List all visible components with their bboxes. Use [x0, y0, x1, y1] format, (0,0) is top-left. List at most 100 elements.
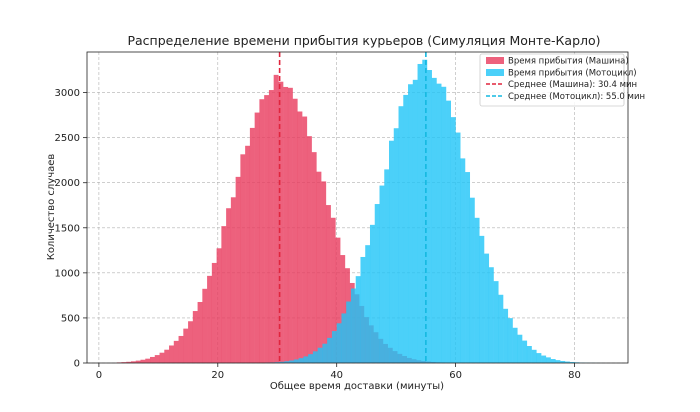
legend: Время прибытия (Машина) Время прибытия (… [480, 54, 645, 106]
histogram-bar-moto [446, 101, 451, 363]
y-tick-label: 0 [74, 359, 80, 370]
histogram-bar-moto [332, 331, 337, 363]
histogram-bar-car [316, 172, 321, 363]
x-tick-label: 0 [96, 370, 102, 381]
histogram-bar-car [297, 111, 302, 363]
histogram-bar-moto [441, 87, 446, 363]
histogram-bar-moto [527, 346, 532, 363]
histogram-bar-moto [294, 359, 299, 363]
histogram-bar-moto [517, 335, 522, 363]
histogram-bar-car [188, 321, 193, 363]
histogram-bar-car [150, 357, 155, 363]
histogram-bar-moto [346, 302, 351, 363]
histogram-bar-moto [375, 204, 380, 363]
histogram-bar-moto [313, 351, 318, 363]
histogram-bar-car [207, 276, 212, 363]
histogram-bar-car [155, 355, 160, 363]
histogram-bar-car [269, 90, 274, 363]
histogram-bar-car [221, 226, 226, 363]
histogram-bar-moto [384, 169, 389, 363]
histogram-bar-moto [356, 276, 361, 363]
histogram-bar-moto [303, 356, 308, 363]
histogram-bar-moto [536, 353, 541, 363]
histogram-bar-car [259, 99, 264, 363]
histogram-bar-car [236, 177, 241, 363]
histogram-bar-moto [541, 356, 546, 363]
histogram-bar-moto [341, 313, 346, 363]
histogram-bar-moto [308, 354, 313, 363]
histogram-bar-car [183, 329, 188, 363]
histogram-bar-car [231, 197, 236, 363]
histogram-bar-moto [299, 358, 304, 363]
legend-label-car-mean: Среднее (Машина): 30.4 мин [508, 80, 637, 90]
histogram-bar-car [164, 350, 169, 363]
histogram-bar-car [212, 263, 217, 363]
histogram-bar-moto [413, 80, 418, 363]
histogram-bar-car [293, 99, 298, 363]
histogram-bar-moto [389, 141, 394, 363]
histogram-bar-moto [551, 359, 556, 363]
histogram-bar-moto [437, 84, 442, 363]
histogram-bar-moto [460, 158, 465, 363]
histogram-bar-moto [351, 289, 356, 363]
legend-label-car: Время прибытия (Машина) [508, 57, 629, 67]
histogram-bar-car [193, 311, 198, 363]
histogram-bar-moto [408, 84, 413, 363]
histogram-bar-moto [322, 344, 327, 363]
histogram-bar-moto [475, 218, 480, 363]
histogram-bar-car [202, 289, 207, 363]
histogram-bar-moto [513, 328, 518, 363]
histogram-bar-car [312, 152, 317, 363]
histogram-bar-car [179, 336, 184, 363]
legend-swatch-moto [486, 69, 504, 76]
y-tick-label: 2000 [55, 178, 80, 189]
histogram-bar-moto [522, 341, 527, 363]
histogram-bar-car [145, 359, 150, 363]
histogram-bar-moto [318, 348, 323, 363]
histogram-bar-car [288, 88, 293, 363]
histogram-bar-moto [503, 309, 508, 363]
histogram-bar-moto [479, 236, 484, 363]
histogram-bar-moto [498, 295, 503, 363]
legend-label-moto-mean: Среднее (Мотоцикл): 55.0 мин [508, 92, 645, 102]
y-tick-label: 1000 [55, 268, 80, 279]
histogram-bar-moto [432, 78, 437, 363]
histogram-bar-moto [451, 117, 456, 363]
histogram-bar-car [307, 136, 312, 363]
histogram-bar-moto [327, 338, 332, 363]
histogram-bar-car [321, 181, 326, 363]
histogram-bar-moto [489, 267, 494, 363]
histogram-bar-car [255, 113, 260, 363]
histogram-bar-car [264, 95, 269, 363]
histogram-bar-car [250, 128, 255, 363]
histogram-bar-car [245, 146, 250, 363]
histogram-bar-car [240, 154, 245, 363]
histogram-bar-moto [394, 128, 399, 363]
y-tick-label: 500 [61, 313, 80, 324]
x-tick-label: 40 [330, 370, 343, 381]
x-tick-label: 60 [449, 370, 462, 381]
histogram-bar-car [226, 208, 231, 363]
histogram-bar-car [302, 117, 307, 363]
x-tick-label: 80 [568, 370, 581, 381]
histogram-bar-car [169, 345, 174, 363]
x-axis-label: Общее время доставки (минуты) [270, 381, 444, 392]
histogram-bar-moto [365, 245, 370, 363]
histogram-bar-moto [465, 172, 470, 363]
histogram-bar-moto [337, 323, 342, 363]
histogram-bar-moto [370, 225, 375, 363]
y-tick-label: 3000 [55, 88, 80, 99]
histogram-bar-moto [532, 350, 537, 363]
x-tick-label: 20 [211, 370, 224, 381]
histogram-bar-car [274, 75, 279, 363]
histogram-bar-moto [508, 318, 513, 363]
y-tick-label: 2500 [55, 133, 80, 144]
chart-title: Распределение времени прибытия курьеров … [127, 33, 600, 48]
legend-swatch-car [486, 57, 504, 64]
histogram-bar-car [217, 248, 222, 363]
histogram-bar-car [198, 302, 203, 363]
y-tick-label: 1500 [55, 223, 80, 234]
histogram-bar-moto [555, 360, 560, 363]
